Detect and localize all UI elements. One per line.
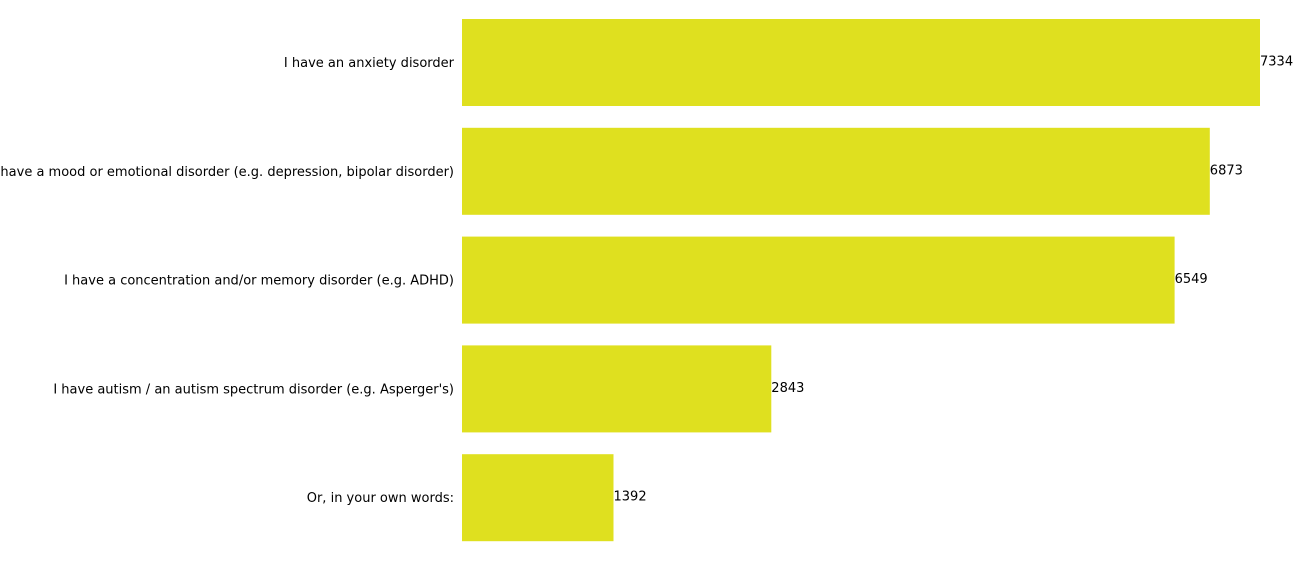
value-labels: 7334 6873 6549 2843 1392 bbox=[614, 55, 1294, 505]
value-label: 6873 bbox=[1210, 163, 1243, 178]
value-label: 6549 bbox=[1175, 272, 1208, 287]
category-label: I have an anxiety disorder bbox=[284, 56, 455, 71]
bar-3 bbox=[462, 345, 772, 433]
bar-4 bbox=[462, 454, 614, 542]
value-label: 7334 bbox=[1260, 55, 1293, 70]
bar-0 bbox=[462, 19, 1260, 106]
value-label: 2843 bbox=[771, 381, 804, 396]
bar-2 bbox=[462, 236, 1175, 324]
bar-1 bbox=[462, 127, 1210, 215]
category-label: I have a concentration and/or memory dis… bbox=[64, 274, 454, 289]
category-labels: I have an anxiety disorder I have a mood … bbox=[0, 56, 455, 506]
category-label: I have a mood or emotional disorder (e.g… bbox=[0, 165, 454, 180]
category-label: Or, in your own words: bbox=[307, 491, 454, 506]
category-label: I have autism / an autism spectrum disor… bbox=[53, 382, 454, 397]
value-label: 1392 bbox=[614, 490, 647, 505]
bars bbox=[462, 19, 1260, 542]
